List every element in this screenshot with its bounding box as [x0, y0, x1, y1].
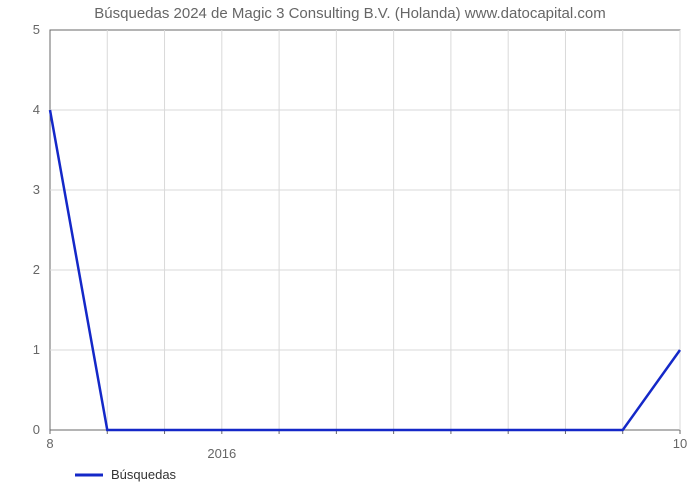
y-tick-label: 2 [33, 262, 40, 277]
legend-label: Búsquedas [111, 467, 177, 482]
y-tick-label: 1 [33, 342, 40, 357]
line-chart: 0 1 2 3 4 5 8 10 2016 Búsquedas 2024 de Magic 3 C… [0, 0, 700, 500]
y-tick-label: 5 [33, 22, 40, 37]
chart-title: Búsquedas 2024 de Magic 3 Consulting B.V… [94, 5, 605, 22]
x-axis-label: 10 [673, 436, 687, 451]
plot-area [50, 30, 680, 430]
y-tick-label: 4 [33, 102, 40, 117]
x-tick-label: 2016 [207, 446, 236, 461]
y-tick-label: 0 [33, 422, 40, 437]
x-axis-label: 8 [46, 436, 53, 451]
y-tick-label: 3 [33, 182, 40, 197]
